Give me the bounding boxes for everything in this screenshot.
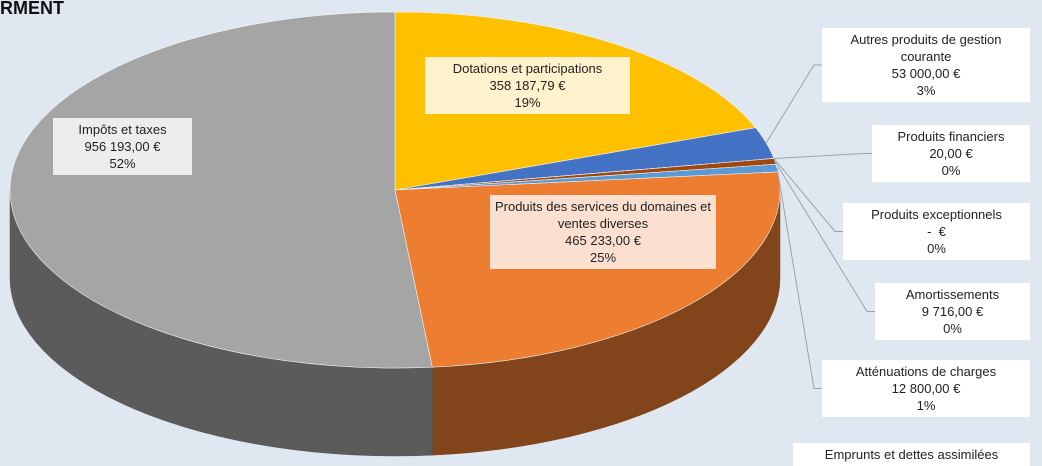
data-label: Amortissements 9 716,00 € 0% — [875, 283, 1030, 340]
label-value: 956 193,00 € — [84, 139, 161, 154]
label-value: - € — [927, 224, 946, 239]
label-category: Impôts et taxes — [78, 122, 167, 137]
data-label: Produits exceptionnels - € 0% — [843, 203, 1030, 260]
label-value: 20,00 € — [929, 146, 973, 161]
leader-line — [773, 158, 843, 232]
label-percent: 0% — [927, 241, 946, 256]
label-percent: 19% — [514, 95, 541, 110]
label-value: 12 800,00 € — [891, 381, 961, 396]
label-percent: 52% — [109, 156, 136, 171]
slice-tops — [9, 11, 781, 369]
label-category: Produits des services du domaines et ven… — [494, 199, 715, 231]
label-category: Autres produits de gestion courante — [850, 32, 1006, 64]
data-label: Emprunts et dettes assimilées — [793, 443, 1030, 466]
label-category: Atténuations de charges — [855, 364, 997, 379]
label-value: 465 233,00 € — [565, 233, 641, 248]
data-label: Produits des services du domaines et ven… — [490, 195, 716, 269]
leader-line — [776, 167, 822, 389]
data-label: Autres produits de gestion courante 53 00… — [822, 28, 1030, 102]
leader-line — [773, 153, 872, 159]
label-value: 53 000,00 € — [891, 66, 961, 81]
label-percent: 0% — [941, 163, 961, 178]
label-percent: 25% — [589, 250, 617, 265]
label-percent: 1% — [916, 398, 936, 413]
data-label: Impôts et taxes 956 193,00 € 52% — [53, 118, 192, 175]
label-category: Produits financiers — [897, 129, 1005, 144]
label-category: Dotations et participations — [452, 61, 603, 76]
label-category: Emprunts et dettes assimilées — [824, 447, 999, 462]
label-value: 358 187,79 € — [489, 78, 566, 93]
label-category: Produits exceptionnels — [871, 207, 1002, 222]
slice — [9, 11, 433, 369]
label-percent: 0% — [943, 321, 962, 336]
chart-title: RMENT — [0, 0, 64, 18]
data-label: Dotations et participations 358 187,79 € 1… — [425, 57, 630, 114]
label-percent: 3% — [916, 83, 936, 98]
label-category: Amortissements — [905, 287, 1000, 302]
leader-line — [774, 161, 875, 312]
data-label: Atténuations de charges 12 800,00 € 1% — [822, 360, 1030, 417]
data-label: Produits financiers 20,00 € 0% — [872, 125, 1030, 182]
leader-line — [765, 64, 822, 144]
label-value: 9 716,00 € — [921, 304, 984, 319]
